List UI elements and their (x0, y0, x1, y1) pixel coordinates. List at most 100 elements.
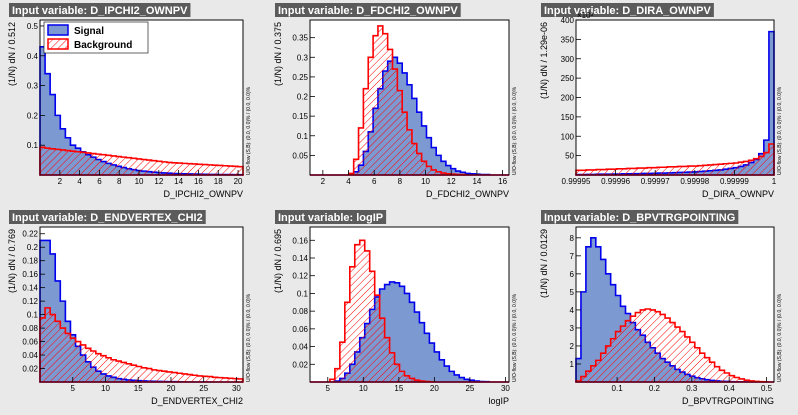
y-tick-label: 0.22 (22, 230, 38, 239)
y-tick-label: 0.16 (22, 270, 38, 279)
x-tick-label: 10 (359, 384, 368, 393)
x-tick-label: 30 (232, 384, 241, 393)
x-tick-label: 0.3 (686, 384, 698, 393)
x-tick-label: 10 (135, 177, 144, 186)
y-tick-label: 0.14 (292, 254, 308, 263)
x-tick-label: 25 (465, 384, 474, 393)
y-tick-label: 0.25 (292, 73, 308, 82)
x-tick-label: 0.99998 (680, 177, 709, 186)
overflow-note: U/O-flow (S,B): (0.0, 0.0)% / (0.0, 0.0)… (512, 86, 518, 175)
plot-frame-border (575, 226, 775, 383)
y-tick-label: 5 (570, 288, 575, 297)
x-tick-label: 0.99999 (720, 177, 749, 186)
y-tick-label: 0.04 (22, 351, 38, 360)
y-tick-label: 0.05 (292, 151, 308, 160)
y-tick-label: 350 (561, 35, 575, 44)
x-tick-label: 0.99996 (601, 177, 630, 186)
background-histogram (39, 307, 244, 383)
plot-frame-border (39, 19, 244, 176)
legend-signal-label: Signal (74, 26, 104, 37)
y-tick-label: 250 (561, 74, 575, 83)
background-histogram (575, 308, 774, 383)
y-tick-label: 0.1 (27, 141, 39, 150)
y-tick-label: 0.14 (22, 284, 38, 293)
x-tick-label: 16 (498, 177, 507, 186)
chart-title: Input variable: D_FDCHI2_OWNPV (278, 5, 458, 17)
chart-panel-6: Input variable: D_BPVTRGPOINTING 0.1 0.2 0.… (539, 210, 783, 406)
x-axis-label: D_ENDVERTEX_CHI2 (151, 396, 243, 406)
x-tick-label: 18 (214, 177, 223, 186)
y-tick-label: 1 (570, 360, 575, 369)
overflow-note: U/O-flow (S,B): (0.0, 0.0)% / (0.0, 0.0)… (246, 86, 252, 175)
chart-panel-1: Input variable: D_IPCHI2_OWNPV 2 4 6 8 10 12 14… (7, 3, 252, 199)
x-tick-label: 0.4 (724, 384, 736, 393)
x-tick-label: 8 (117, 177, 122, 186)
plot-frame-border (309, 19, 510, 176)
y-tick-label: 300 (561, 55, 575, 64)
y-tick-label: 0.2 (27, 243, 39, 252)
x-tick-label: 25 (199, 384, 208, 393)
x-tick-label: 14 (174, 177, 183, 186)
chart-panel-2: Input variable: D_FDCHI2_OWNPV 2 4 6 8 10 12 14… (273, 3, 518, 199)
title-box (541, 210, 739, 224)
x-tick-label: 20 (234, 177, 243, 186)
y-tick-label: 0.1 (297, 289, 309, 298)
y-tick-label: 0.02 (22, 365, 38, 374)
x-axis-label: D_IPCHI2_OWNPV (163, 189, 243, 199)
overflow-note: U/O-flow (S,B): (0.0, 0.0)% / (0.0, 0.0)… (512, 293, 518, 382)
x-tick-label: 8 (398, 177, 403, 186)
y-tick-label: 2 (570, 342, 575, 351)
y-tick-label: 0.08 (292, 307, 308, 316)
legend-background-swatch (47, 38, 69, 50)
overflow-note: U/O-flow (S,B): (0.0, 0.0)% / (0.0, 0.0)… (777, 86, 783, 175)
chart-panel-5: Input variable: logIP 5 10 15 20 25 30 0.02 0.04… (273, 210, 518, 406)
y-axis-label: (1/N) dN / 1.29e-06 (539, 22, 549, 99)
y-tick-label: 0.06 (22, 338, 38, 347)
x-tick-label: 20 (167, 384, 176, 393)
chart-title: Input variable: D_IPCHI2_OWNPV (12, 5, 188, 17)
x-axis-label: D_FDCHI2_OWNPV (426, 189, 509, 199)
title-box (541, 3, 714, 17)
x-tick-label: 5 (71, 384, 76, 393)
chart-title: Input variable: D_DIRA_OWNPV (544, 5, 712, 17)
x-tick-label: 0.1 (612, 384, 624, 393)
y-tick-label: 7 (570, 252, 575, 261)
y-tick-label: 0.12 (292, 272, 308, 281)
y-tick-label: 0.1 (297, 132, 309, 141)
x-tick-label: 30 (501, 384, 510, 393)
y-tick-label: 0.08 (22, 324, 38, 333)
y-tick-label: 100 (561, 132, 575, 141)
y-axis-label: (1/N) dN / 0.375 (273, 22, 283, 86)
title-box (9, 3, 191, 17)
x-tick-label: 6 (97, 177, 102, 186)
y-tick-label: 150 (561, 113, 575, 122)
y-tick-label: 0.06 (292, 325, 308, 334)
x-tick-label: 20 (430, 384, 439, 393)
y-tick-label: 3 (570, 324, 575, 333)
x-tick-label: 15 (394, 384, 403, 393)
x-tick-label: 6 (372, 177, 377, 186)
y-tick-label: 0.16 (292, 236, 308, 245)
x-tick-label: 10 (101, 384, 110, 393)
y-axis-label: (1/N) dN / 0.512 (7, 22, 17, 86)
y-tick-label: 0.04 (292, 343, 308, 352)
x-tick-label: 5 (326, 384, 331, 393)
chart-title: Input variable: D_BPVTRGPOINTING (544, 212, 735, 224)
x-tick-label: 0.5 (761, 384, 773, 393)
x-tick-label: 16 (194, 177, 203, 186)
x-tick-label: 15 (134, 384, 143, 393)
x-tick-label: 2 (58, 177, 63, 186)
y-tick-label: 4 (570, 306, 575, 315)
chart-title: Input variable: logIP (278, 212, 383, 224)
y-tick-label: 400 (561, 16, 575, 25)
y-tick-label: 0.3 (297, 53, 309, 62)
plot-frame-border (39, 226, 244, 383)
y-tick-label: 50 (565, 152, 574, 161)
plot-frame-border (309, 226, 510, 383)
overflow-note: U/O-flow (S,B): (0.0, 0.0)% / (0.0, 0.0)… (777, 293, 783, 382)
y-tick-label: 0.2 (27, 111, 39, 120)
x-tick-label: 10 (421, 177, 430, 186)
y-tick-label: 0.3 (27, 82, 39, 91)
x-axis-label: D_DIRA_OWNPV (702, 189, 774, 199)
